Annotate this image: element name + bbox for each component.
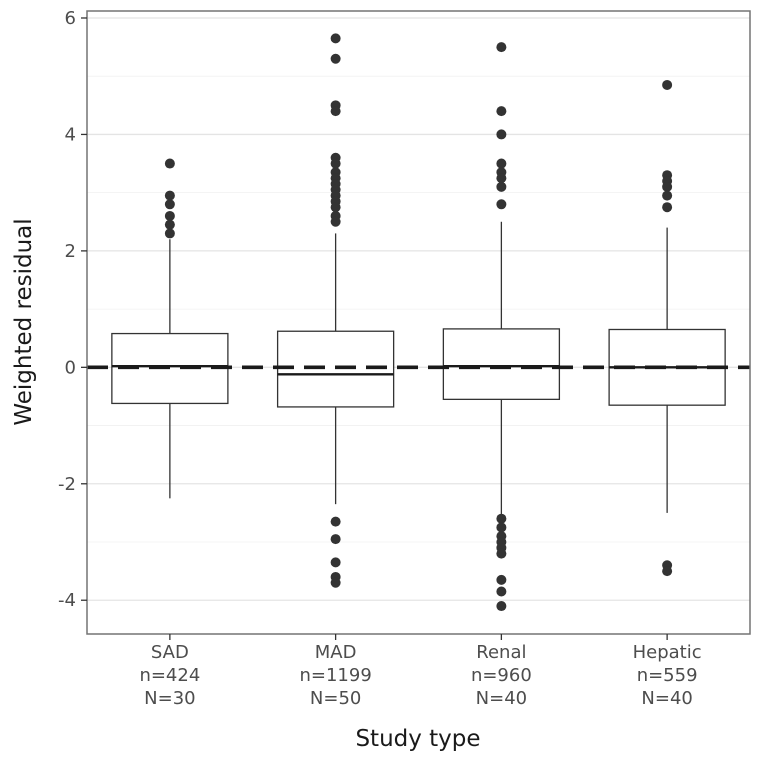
outlier-point: [496, 199, 507, 210]
outlier-point: [662, 181, 673, 192]
box: [442, 328, 561, 401]
outlier-point: [496, 601, 507, 612]
x-tick-label: N=40: [641, 688, 692, 709]
outlier-point: [164, 219, 175, 230]
y-tick-label: 2: [65, 241, 76, 262]
x-tick-label: n=559: [637, 665, 698, 686]
x-tick-label: n=424: [139, 665, 200, 686]
y-tick-label: 6: [65, 8, 76, 29]
x-tick-label: N=40: [476, 688, 527, 709]
outlier-point: [496, 548, 507, 559]
outlier-point: [330, 516, 341, 527]
outlier-point: [496, 181, 507, 192]
outlier-point: [662, 79, 673, 90]
x-axis-title: Study type: [355, 726, 481, 752]
outlier-point: [164, 210, 175, 221]
outlier-point: [330, 106, 341, 117]
outlier-point: [330, 534, 341, 545]
outlier-point: [164, 158, 175, 169]
y-axis-title: Weighted residual: [11, 218, 37, 426]
outlier-point: [496, 42, 507, 53]
x-tick-label: Hepatic: [633, 642, 702, 663]
outlier-point: [164, 199, 175, 210]
x-tick-label: n=960: [471, 665, 532, 686]
x-tick-label: N=50: [310, 688, 361, 709]
outlier-point: [662, 202, 673, 213]
outlier-point: [496, 513, 507, 524]
outlier-point: [662, 190, 673, 201]
y-tick-label: -4: [58, 590, 76, 611]
outlier-point: [496, 173, 507, 184]
x-tick-label: MAD: [315, 642, 357, 663]
y-tick-label: -2: [58, 474, 76, 495]
outlier-point: [330, 158, 341, 169]
outlier-point: [330, 216, 341, 227]
x-tick-label: n=1199: [299, 665, 371, 686]
outlier-point: [496, 106, 507, 117]
panel-background: [87, 11, 750, 634]
outlier-point: [330, 202, 341, 213]
x-tick-label: N=30: [144, 688, 195, 709]
outlier-point: [496, 574, 507, 585]
outlier-point: [496, 158, 507, 169]
x-tick-label: SAD: [151, 642, 189, 663]
outlier-point: [330, 577, 341, 588]
outlier-point: [496, 129, 507, 140]
outlier-point: [164, 228, 175, 239]
boxplot-renal: [442, 42, 561, 612]
outlier-point: [330, 33, 341, 44]
x-tick-label: Renal: [476, 642, 526, 663]
y-tick-label: 4: [65, 124, 76, 145]
panel-border: [86, 10, 751, 635]
outlier-point: [496, 586, 507, 597]
outlier-point: [330, 557, 341, 568]
outlier-point: [164, 190, 175, 201]
outlier-point: [496, 522, 507, 533]
y-tick-label: 0: [65, 357, 76, 378]
outlier-point: [662, 566, 673, 577]
outlier-point: [330, 53, 341, 64]
